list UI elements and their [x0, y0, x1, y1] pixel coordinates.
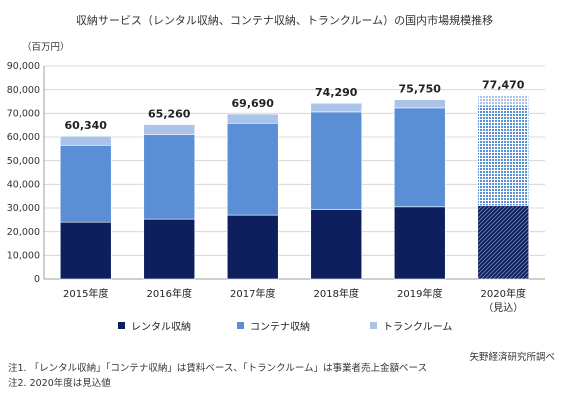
y-tick-label: 60,000: [7, 132, 40, 143]
bar-segment-2: [226, 122, 279, 216]
total-value-label: 60,340: [65, 119, 108, 132]
bar-segment-3: [59, 135, 112, 146]
x-tick-label: 2016年度: [147, 287, 192, 300]
legend: レンタル収納 コンテナ収納 トランクルーム: [0, 318, 569, 334]
x-tick-label: 2015年度: [63, 287, 108, 300]
y-tick-label: 20,000: [7, 227, 40, 238]
bar-segment-1: [143, 218, 196, 280]
bar-segment-3: [226, 113, 279, 124]
legend-swatch-rental: [118, 322, 125, 329]
bar-segment-1: [310, 209, 363, 280]
x-tick-label: 2019年度: [397, 287, 442, 300]
footnote-1: 注1. 「レンタル収納」「コンテナ収納」は賃料ベース、「トランクルーム」は事業者…: [8, 363, 428, 374]
bar-segment-1: [59, 221, 112, 280]
total-value-label: 77,470: [482, 79, 525, 92]
bar-segment-1: [393, 206, 446, 280]
legend-item-rental: レンタル収納: [118, 318, 191, 333]
y-tick-label: 0: [34, 274, 40, 285]
legend-item-container: コンテナ収納: [237, 318, 310, 333]
x-tick-label: 2020年度: [481, 287, 526, 300]
bar-segment-1: [226, 214, 279, 280]
y-tick-label: 40,000: [7, 180, 40, 191]
total-value-label: 75,750: [399, 83, 442, 96]
y-tick-label: 50,000: [7, 156, 40, 167]
total-value-label: 74,290: [315, 86, 358, 99]
legend-label-trunkroom: トランクルーム: [383, 322, 453, 333]
x-tick-label: 2018年度: [314, 287, 359, 300]
y-axis-unit-label: （百万円）: [22, 41, 70, 53]
x-tick-label: 2017年度: [230, 287, 275, 300]
bar-segment-2: [393, 107, 446, 208]
bar-segment-2: [310, 111, 363, 210]
y-tick-label: 30,000: [7, 203, 40, 214]
source-credit: 矢野経済研究所調べ: [469, 352, 555, 363]
bar-segment-3: [143, 124, 196, 135]
footnote-2: 注2. 2020年度は見込値: [8, 378, 111, 389]
y-tick-label: 90,000: [7, 61, 40, 72]
y-tick-label: 10,000: [7, 251, 40, 262]
legend-swatch-container: [237, 322, 244, 329]
x-tick-sublabel: （見込）: [483, 302, 523, 314]
bar-segment-3: [393, 99, 446, 109]
bar-segment-3: [477, 95, 530, 106]
bar-segment-3: [310, 102, 363, 113]
legend-item-trunkroom: トランクルーム: [370, 318, 452, 333]
footnotes: 注1. 「レンタル収納」「コンテナ収納」は賃料ベース、「トランクルーム」は事業者…: [8, 361, 427, 391]
legend-label-container: コンテナ収納: [250, 322, 310, 333]
bar-segment-2: [143, 134, 196, 220]
y-tick-label: 80,000: [7, 85, 40, 96]
legend-label-rental: レンタル収納: [131, 322, 191, 333]
legend-swatch-trunkroom: [370, 322, 377, 329]
chart-title: 収納サービス（レンタル収納、コンテナ収納、トランクルーム）の国内市場規模推移: [75, 14, 494, 27]
y-tick-label: 70,000: [7, 109, 40, 120]
total-value-label: 69,690: [232, 97, 275, 110]
total-value-label: 65,260: [148, 108, 191, 121]
bar-segment-2: [477, 104, 530, 206]
bar-segment-1: [477, 205, 530, 280]
bar-segment-2: [59, 144, 112, 223]
